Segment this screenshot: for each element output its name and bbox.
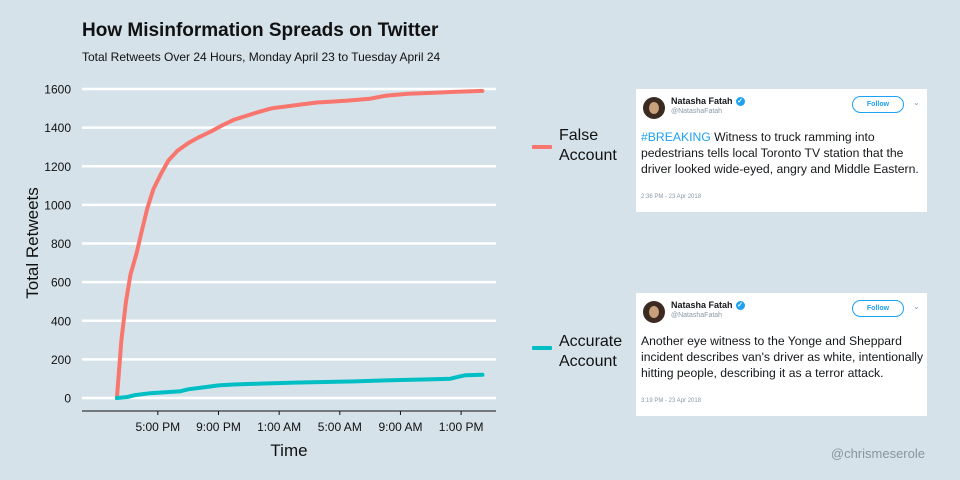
tweet-text: #BREAKING Witness to truck ramming into …: [641, 129, 925, 177]
tweet-card-accurate[interactable]: Natasha Fatah ✓ @NatashaFatah Follow ⌄ An…: [636, 293, 927, 416]
y-tick-label: 1600: [44, 83, 71, 97]
follow-button[interactable]: Follow: [852, 300, 904, 317]
legend-swatch-accurate: [532, 346, 552, 350]
series-lines: [114, 88, 485, 400]
tweet-author-name-text[interactable]: Natasha Fatah: [671, 96, 733, 106]
tweet-timestamp[interactable]: 3:19 PM - 23 Apr 2018: [641, 398, 702, 404]
verified-badge-icon: ✓: [735, 97, 745, 107]
tweet-timestamp[interactable]: 2:36 PM - 23 Apr 2018: [641, 194, 702, 200]
tweet-author-name[interactable]: Natasha Fatah ✓: [671, 96, 745, 107]
x-axis-label: Time: [270, 441, 307, 460]
y-tick-label: 200: [51, 353, 71, 367]
tweet-author-name[interactable]: Natasha Fatah ✓: [671, 300, 745, 311]
hashtag-link[interactable]: #BREAKING: [641, 130, 711, 144]
chevron-down-icon[interactable]: ⌄: [913, 302, 920, 311]
y-tick-labels: 0 200 400 600 800 1000 1200 1400 1600: [44, 83, 71, 406]
series-line-false-account: [114, 88, 485, 400]
x-tick-label: 9:00 AM: [378, 420, 422, 434]
y-tick-label: 1200: [44, 160, 71, 174]
legend-label-false-line1: False: [559, 127, 599, 144]
tweet-text: Another eye witness to the Yonge and She…: [641, 334, 924, 380]
legend-label-false: False Account: [559, 126, 639, 166]
y-tick-label: 800: [51, 237, 71, 251]
y-tick-label: 0: [64, 392, 71, 406]
tweet-author-name-text[interactable]: Natasha Fatah: [671, 300, 733, 310]
x-tick-label: 1:00 PM: [439, 420, 484, 434]
legend-label-accurate-line1: Accurate: [559, 333, 623, 350]
x-tick-labels: 5:00 PM 9:00 PM 1:00 AM 5:00 AM 9:00 AM 1:00 …: [135, 411, 483, 434]
chevron-down-icon[interactable]: ⌄: [913, 98, 920, 107]
avatar[interactable]: [643, 301, 665, 323]
author-credit: @chrismeserole: [830, 446, 925, 461]
y-tick-label: 400: [51, 314, 71, 328]
x-tick-label: 9:00 PM: [196, 420, 241, 434]
tweet-card-false[interactable]: Natasha Fatah ✓ @NatashaFatah Follow ⌄ #B…: [636, 89, 927, 212]
avatar[interactable]: [643, 97, 665, 119]
chart-title: How Misinformation Spreads on Twitter: [82, 20, 439, 41]
verified-badge-icon: ✓: [735, 301, 745, 311]
tweet-text-body: Witness to truck ramming into pedestrian…: [641, 130, 919, 176]
x-tick-label: 1:00 AM: [257, 420, 301, 434]
follow-button[interactable]: Follow: [852, 96, 904, 113]
y-tick-label: 600: [51, 276, 71, 290]
gridlines: [82, 87, 496, 400]
y-tick-label: 1400: [44, 121, 71, 135]
legend-label-accurate: Accurate Account: [559, 332, 639, 372]
x-tick-label: 5:00 PM: [135, 420, 180, 434]
legend-swatch-false: [532, 145, 552, 149]
chart-subtitle: Total Retweets Over 24 Hours, Monday Apr…: [82, 50, 441, 64]
tweet-handle[interactable]: @NatashaFatah: [671, 108, 723, 115]
y-tick-label: 1000: [44, 198, 71, 212]
legend-label-accurate-line2: Account: [559, 353, 617, 370]
legend-label-false-line2: Account: [559, 147, 617, 164]
tweet-handle[interactable]: @NatashaFatah: [671, 312, 723, 319]
x-tick-label: 5:00 AM: [318, 420, 362, 434]
series-line-accurate-account: [114, 372, 485, 400]
y-axis-label: Total Retweets: [23, 187, 42, 299]
